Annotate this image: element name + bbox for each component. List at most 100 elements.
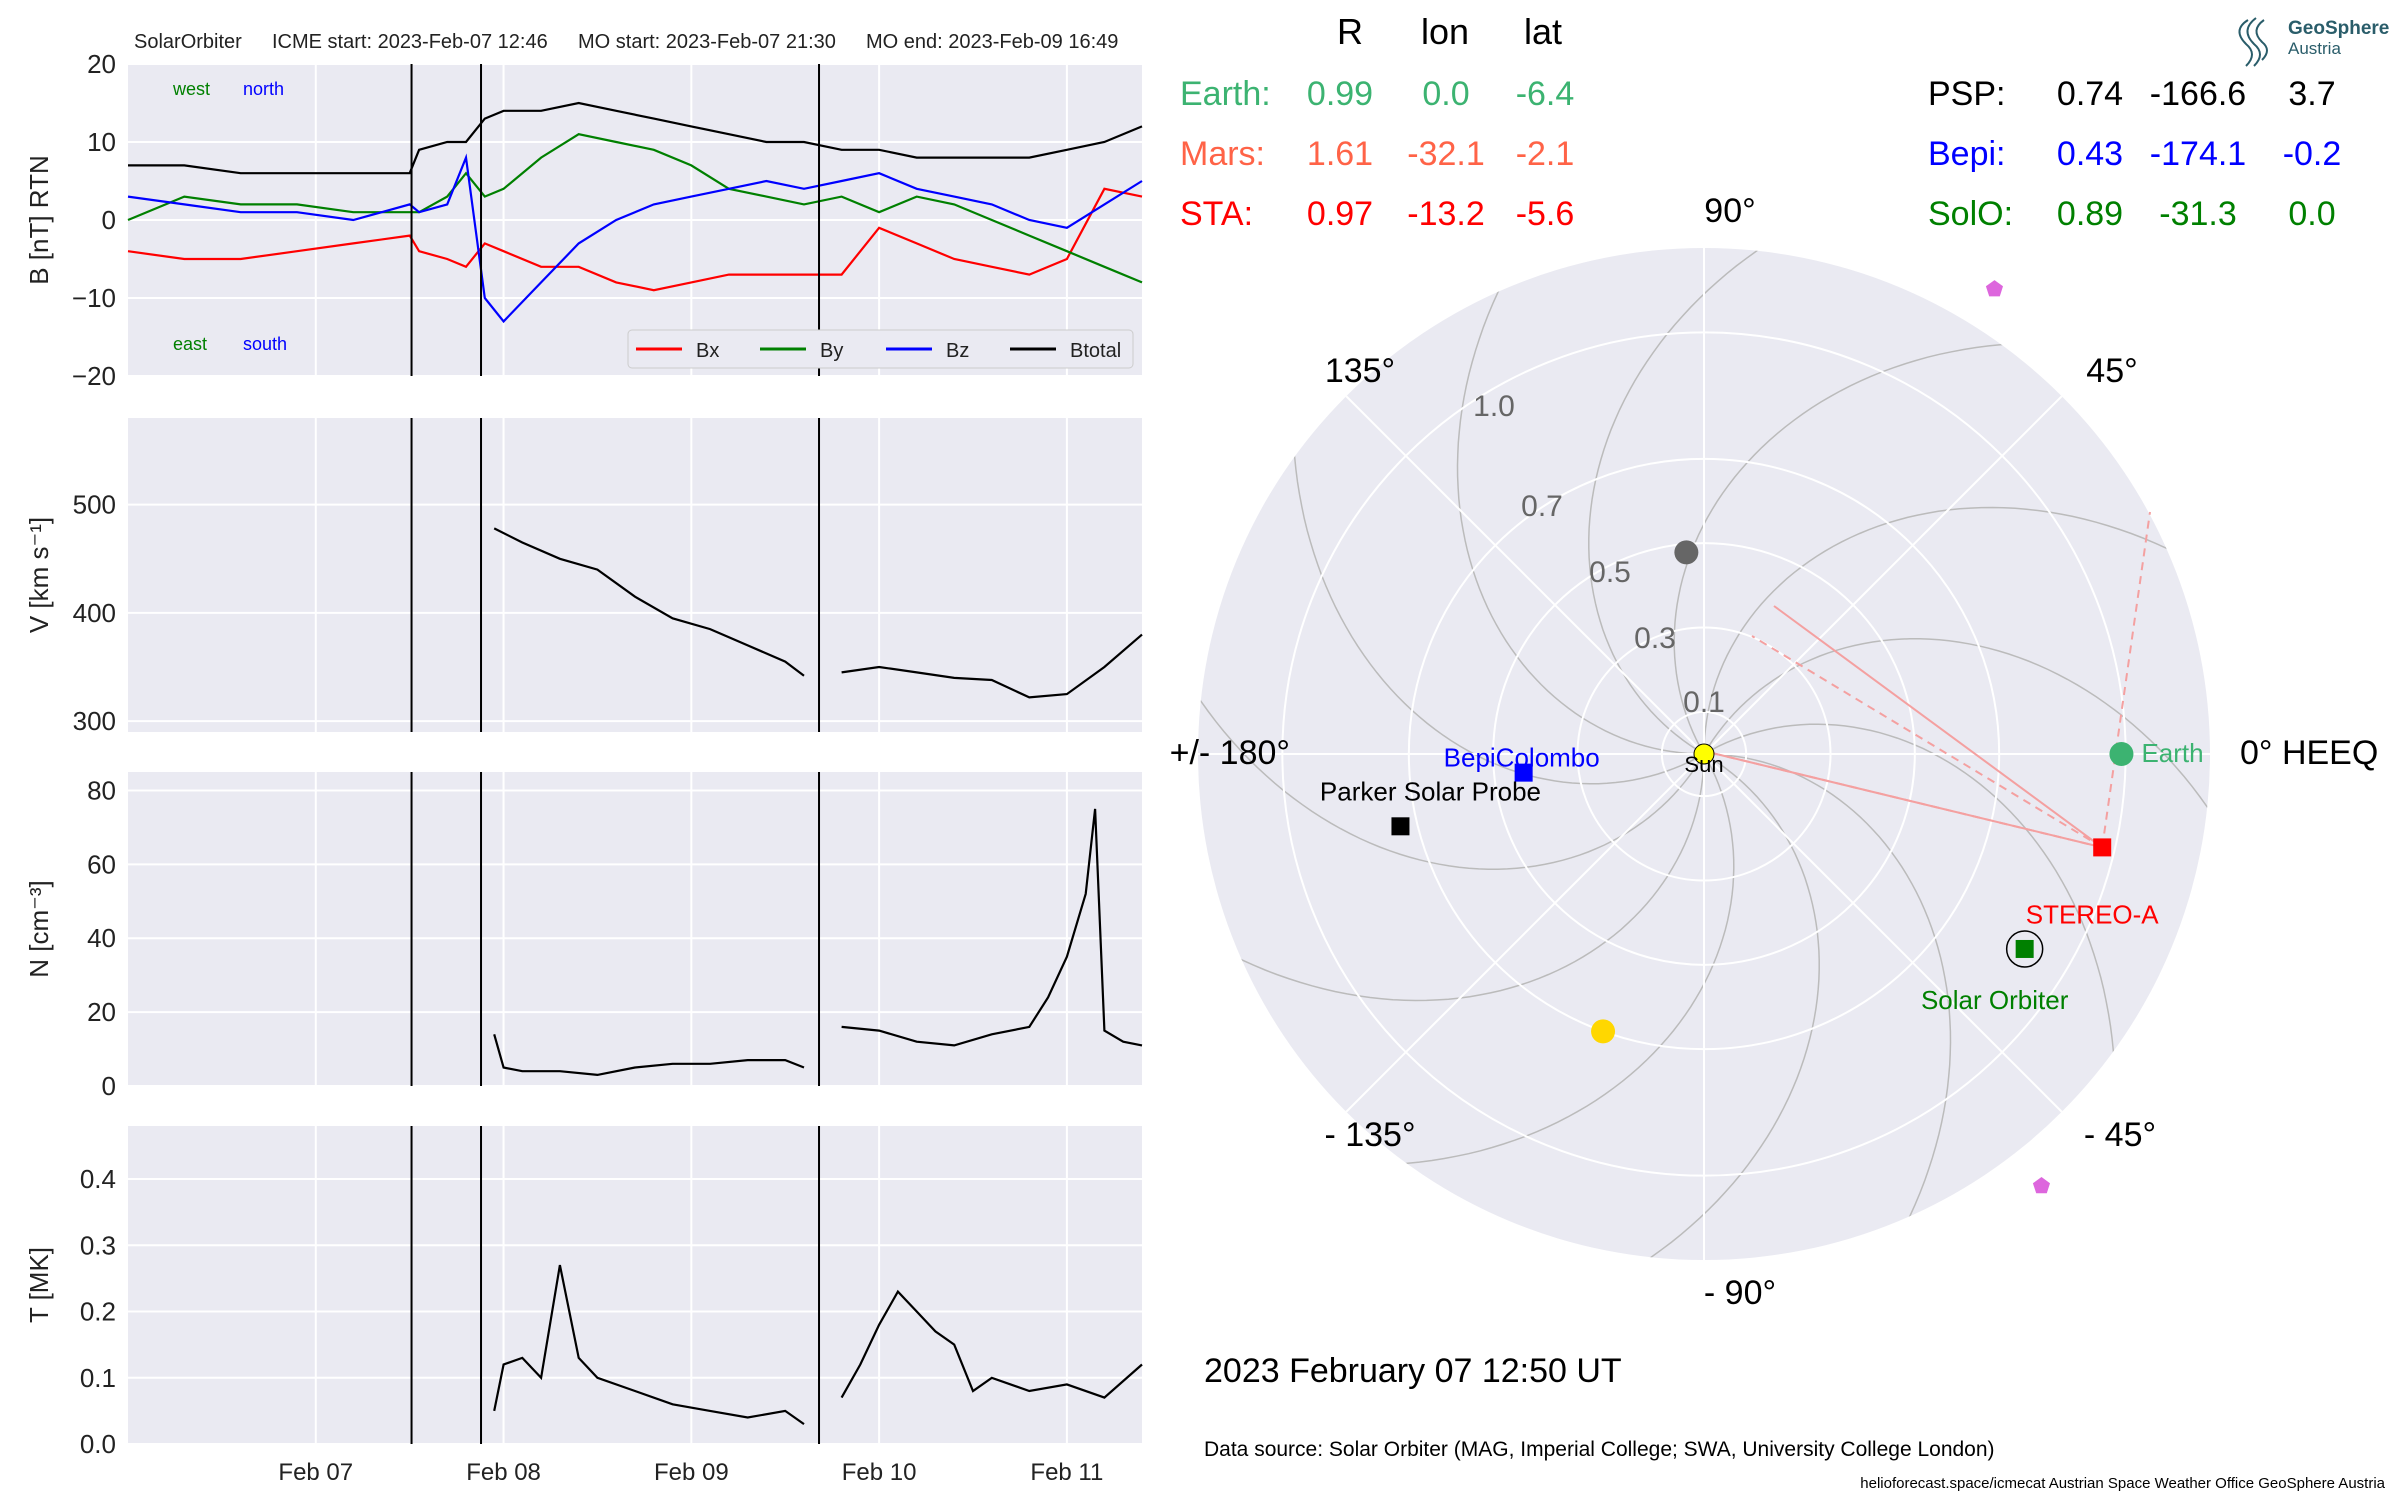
x-tick-label: Feb 11 (1030, 1459, 1103, 1486)
pos-row-lon: -32.1 (1407, 135, 1485, 173)
body-label: STEREO-A (2026, 899, 2160, 929)
angle-label: 135° (1325, 352, 1395, 390)
y-tick-label: 400 (73, 598, 116, 628)
logo-line1: GeoSphere (2288, 18, 2389, 39)
panel-background (128, 772, 1142, 1086)
pos-row-lon: 0.0 (1422, 75, 1469, 113)
view-line (1773, 605, 2103, 849)
body-marker (1391, 817, 1410, 836)
view-line-dashed (1751, 635, 2103, 849)
angle-label: 90° (1704, 192, 1755, 230)
series-line-t (840, 1289, 1143, 1399)
y-axis-label: B [nT] RTN (24, 155, 54, 285)
body-label: Solar Orbiter (1921, 985, 2069, 1015)
table-header-lat: lat (1524, 11, 1562, 52)
body-label: Earth (2141, 738, 2203, 768)
body-label: Sun (1684, 752, 1723, 777)
panel-background (128, 418, 1142, 732)
b-annotations: west north east south (172, 79, 287, 354)
pos-row-name: STA: (1180, 195, 1253, 233)
body-earth: Earth (2109, 738, 2204, 768)
spiral-line (1703, 506, 2210, 755)
angular-gridline (1345, 395, 1705, 755)
radial-tick-label: 0.7 (1521, 490, 1563, 523)
pos-row-lat: 0.0 (2288, 195, 2335, 233)
pos-row-lat: -2.1 (1516, 135, 1575, 173)
icme-start-label: ICME start: 2023-Feb-07 12:46 (272, 31, 548, 53)
pos-row-r: 1.61 (1307, 135, 1373, 173)
pos-row-name: PSP: (1928, 75, 2005, 113)
body-highlight-ring (2005, 930, 2044, 968)
y-tick-label: 10 (87, 127, 116, 157)
pos-row-lon: -166.6 (2150, 75, 2246, 113)
angle-label: 45° (2086, 352, 2137, 390)
spacecraft-name: SolarOrbiter (134, 31, 242, 53)
body-unlabeled (1985, 280, 2003, 297)
y-tick-label: 20 (87, 997, 116, 1027)
pos-row-lat: -0.2 (2283, 135, 2342, 173)
panel-background (128, 1126, 1142, 1444)
legend-label: Btotal (1070, 340, 1121, 362)
series-line-btotal (128, 101, 1143, 175)
y-tick-label: 0.3 (80, 1230, 116, 1260)
table-header-r: R (1337, 11, 1363, 52)
pos-row-lat: -6.4 (1516, 75, 1575, 113)
body-marker (2032, 1177, 2050, 1194)
pos-row-r: 0.43 (2057, 135, 2123, 173)
positions-table: R lon lat Earth: 0.99 0.0 -6.4 Mars: 1.61 -32.… (1180, 11, 2341, 233)
mo-end-label: MO end: 2023-Feb-09 16:49 (866, 31, 1118, 53)
x-tick-labels: Feb 07 Feb 08 Feb 09 Feb 10 Feb 11 (278, 1459, 1103, 1486)
body-marker (2093, 838, 2112, 857)
y-axis-label: N [cm⁻³] (24, 880, 54, 978)
body-marker (1985, 280, 2003, 297)
legend-label: Bz (946, 340, 969, 362)
series-line-t (493, 1264, 805, 1426)
panel-header: SolarOrbiter ICME start: 2023-Feb-07 12:… (134, 31, 1118, 53)
body-label: Parker Solar Probe (1320, 776, 1541, 806)
spiral-line (1456, 248, 1705, 755)
geosphere-logo: GeoSphere Austria (2238, 17, 2389, 67)
legend-box (627, 329, 1134, 369)
y-tick-label: 0.2 (80, 1297, 116, 1327)
logo-line2: Austria (2288, 39, 2341, 58)
pos-row-name: Bepi: (1928, 135, 2006, 173)
panel-magnetic_field: −20 −10 0 10 20 B [nT] RTN (24, 49, 1143, 391)
angle-label: 0° HEEQ (2240, 734, 2378, 772)
legend: Bx By Bz Btotal (627, 329, 1134, 369)
stereo-a-view-lines (1707, 511, 2151, 849)
series-line-n (493, 1034, 805, 1077)
table-header-lon: lon (1421, 11, 1469, 52)
body-marker (2015, 939, 2034, 958)
geosphere-logo-icon (2238, 17, 2268, 67)
body-marker (1514, 763, 1533, 782)
x-tick-label: Feb 10 (842, 1459, 917, 1486)
data-source-label: Data source: Solar Orbiter (MAG, Imperia… (1204, 1438, 1995, 1461)
y-tick-label: −20 (72, 361, 116, 391)
radial-tick-label: 0.3 (1634, 622, 1676, 655)
body-marker (1674, 540, 1699, 565)
pos-row-r: 0.74 (2057, 75, 2123, 113)
x-tick-label: Feb 09 (654, 1459, 729, 1486)
legend-label: Bx (696, 340, 719, 362)
y-tick-label: −10 (72, 283, 116, 313)
pos-row-name: Earth: (1180, 75, 1271, 113)
view-line-dashed (1707, 751, 2103, 849)
angular-gridline (1345, 753, 1705, 1113)
y-tick-label: 0 (102, 205, 116, 235)
angular-gridline (1703, 395, 2063, 755)
panel-speed: 300 400 500 V [km s⁻¹] (24, 418, 1143, 736)
radial-tick-label: 0.5 (1589, 556, 1631, 589)
polar-plot: 0.10.30.5 0.7 1.0 90° 45° 0° HEEQ - 45° - 90° - … (1170, 192, 2379, 1312)
radial-tick-label: 0.1 (1683, 686, 1725, 719)
polar-date-label: 2023 February 07 12:50 UT (1204, 1352, 1622, 1390)
annotation-east: east (173, 334, 207, 354)
pos-row-name: Mars: (1180, 135, 1265, 173)
series-line-v (841, 633, 1143, 699)
body-marker (2109, 742, 2134, 766)
pos-row-name: SolO: (1928, 195, 2013, 233)
body-unlabeled (2032, 1177, 2050, 1194)
body-unlabeled (1674, 540, 1699, 565)
panel-density: 0 20 40 60 80 N [cm⁻³] (24, 772, 1143, 1101)
